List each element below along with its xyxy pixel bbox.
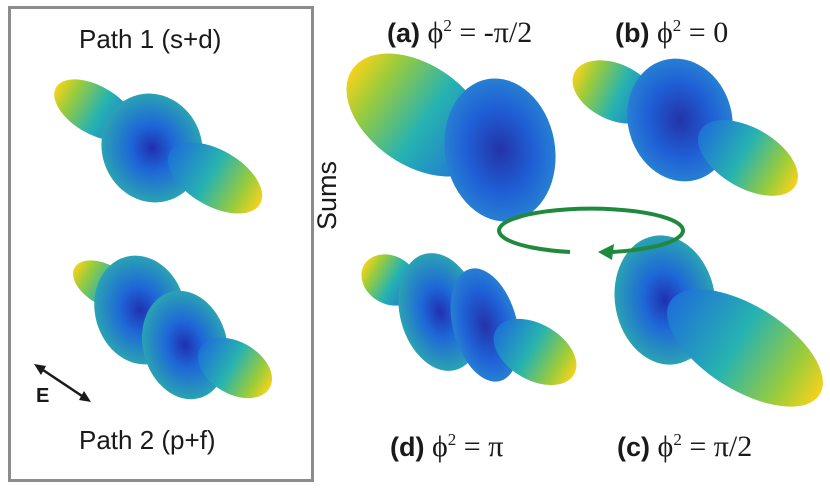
sums-label: Sums xyxy=(312,160,342,230)
panel-c-label: (c) ϕ2 = π/2 xyxy=(617,430,752,464)
panel-a-rhs: = -π/2 xyxy=(459,16,533,49)
panel-d-rhs: = π xyxy=(463,430,504,463)
panel-d-shape xyxy=(361,253,577,386)
panel-d-label: (d) ϕ2 = π xyxy=(390,430,503,464)
path-comparison-box xyxy=(8,6,314,482)
panel-b-label: (b) ϕ2 = 0 xyxy=(615,16,728,50)
path1-title: Path 1 (s+d) xyxy=(79,24,222,54)
rotation-arrow xyxy=(497,206,685,260)
panel-b-letter: (b) xyxy=(615,18,650,48)
panel-a-shape xyxy=(346,53,556,222)
path1-orbital-shape xyxy=(54,79,263,214)
panel-a-symbol: ϕ xyxy=(427,16,444,49)
panel-a-sup: 2 xyxy=(443,16,452,35)
panel-d-sup: 2 xyxy=(447,430,457,449)
panel-c-symbol: ϕ xyxy=(657,430,674,463)
panel-c-sup: 2 xyxy=(673,430,682,449)
field-label: E xyxy=(36,385,50,407)
panel-c-shape xyxy=(614,235,823,407)
panel-b-shape xyxy=(572,58,798,196)
panel-b-rhs: = 0 xyxy=(688,16,729,49)
field-arrow xyxy=(34,364,91,402)
panel-a-letter: (a) xyxy=(387,18,420,48)
panel-c-rhs: = π/2 xyxy=(689,430,753,463)
panel-d-symbol: ϕ xyxy=(432,430,448,463)
panel-b-sup: 2 xyxy=(672,16,682,35)
panel-d-letter: (d) xyxy=(390,432,425,462)
path2-orbital-shape xyxy=(73,255,272,400)
path2-title: Path 2 (p+f) xyxy=(79,425,216,455)
panel-b-symbol: ϕ xyxy=(657,16,673,49)
panel-c-letter: (c) xyxy=(617,432,650,462)
panel-a-label: (a) ϕ2 = -π/2 xyxy=(387,16,532,50)
